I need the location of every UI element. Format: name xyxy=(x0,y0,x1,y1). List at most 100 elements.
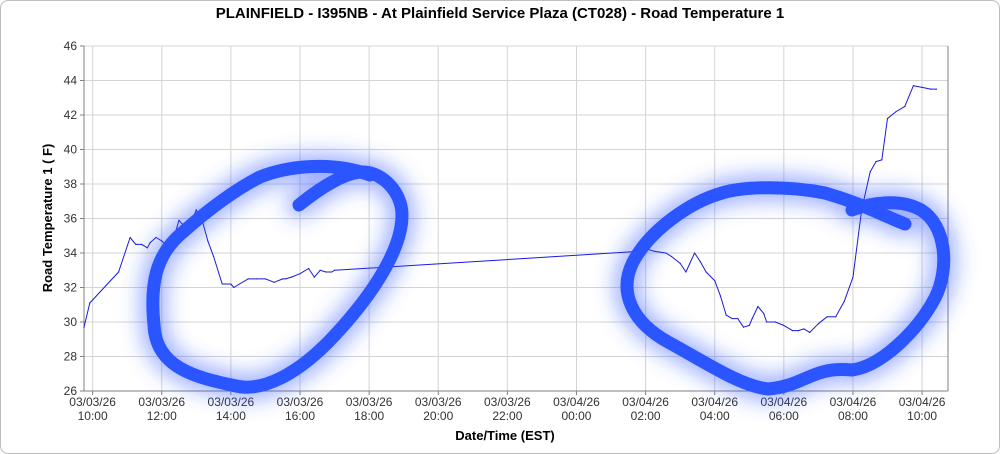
data-point xyxy=(679,262,681,264)
data-point xyxy=(313,276,315,278)
data-point xyxy=(264,278,267,280)
data-point xyxy=(141,243,143,245)
y-axis-label: Road Temperature 1 ( F) xyxy=(40,144,55,293)
data-point xyxy=(319,269,321,271)
data-point xyxy=(748,324,750,327)
data-point xyxy=(282,278,284,280)
data-point xyxy=(665,252,667,254)
x-tick-label-time: 22:00 xyxy=(492,409,522,423)
data-point xyxy=(921,86,923,88)
x-tick-label-time: 06:00 xyxy=(769,409,799,423)
x-tick-label-date: 03/04/26 xyxy=(691,395,738,409)
data-point xyxy=(843,300,845,302)
data-point xyxy=(285,278,287,280)
data-point xyxy=(256,278,258,280)
data-point xyxy=(670,255,673,258)
data-point xyxy=(146,247,148,249)
annotation-circle xyxy=(146,159,409,394)
x-tick-label-date: 03/03/26 xyxy=(138,395,185,409)
data-point xyxy=(904,105,906,107)
data-point xyxy=(247,278,249,280)
x-tick-label-date: 03/03/26 xyxy=(346,395,393,409)
data-point xyxy=(714,280,716,282)
y-tick-label: 40 xyxy=(64,143,78,157)
x-tick-label-time: 16:00 xyxy=(285,409,315,423)
x-tick-label-date: 03/04/26 xyxy=(622,395,669,409)
data-point xyxy=(213,255,215,258)
data-point xyxy=(803,328,805,330)
data-point xyxy=(230,283,232,285)
annotation-circle-glow xyxy=(139,153,415,401)
data-point xyxy=(290,276,292,278)
data-point xyxy=(129,236,131,239)
x-tick-label-time: 18:00 xyxy=(354,409,384,423)
data-point xyxy=(737,317,739,320)
data-point xyxy=(765,321,768,323)
y-tick-label: 44 xyxy=(64,74,78,88)
data-point xyxy=(881,159,883,161)
data-point xyxy=(325,271,327,273)
x-tick-label-time: 12:00 xyxy=(147,409,177,423)
data-point xyxy=(207,240,209,242)
data-point xyxy=(869,171,871,173)
data-point xyxy=(791,330,794,332)
data-point xyxy=(875,160,877,163)
data-point xyxy=(135,243,137,245)
data-point xyxy=(299,273,301,275)
y-tick-label: 34 xyxy=(64,246,78,260)
data-point xyxy=(930,88,932,90)
x-axis-ticks: 03/03/2610:0003/03/2612:0003/03/2614:000… xyxy=(69,391,946,423)
x-tick-label-date: 03/03/26 xyxy=(415,395,462,409)
data-point xyxy=(817,323,820,325)
data-point xyxy=(835,316,837,318)
data-point xyxy=(886,117,889,120)
x-tick-label-time: 00:00 xyxy=(561,409,591,423)
data-point xyxy=(238,283,241,285)
data-point xyxy=(895,110,897,113)
data-point xyxy=(333,269,336,271)
data-point xyxy=(699,261,701,263)
x-tick-label-date: 03/03/26 xyxy=(277,395,324,409)
x-tick-label-time: 14:00 xyxy=(216,409,246,423)
data-point xyxy=(912,85,915,87)
data-point xyxy=(273,281,275,283)
chart-title: PLAINFIELD - I395NB - At Plainfield Serv… xyxy=(216,5,784,22)
data-point xyxy=(331,271,333,273)
x-tick-label-time: 10:00 xyxy=(78,409,108,423)
data-point xyxy=(751,317,753,320)
data-point xyxy=(83,326,85,328)
data-point xyxy=(719,295,722,297)
data-point xyxy=(797,330,799,332)
x-tick-label-date: 03/03/26 xyxy=(69,395,116,409)
data-point xyxy=(852,276,854,278)
data-point xyxy=(693,252,696,254)
x-tick-label-time: 02:00 xyxy=(631,409,661,423)
y-tick-label: 36 xyxy=(64,212,78,226)
data-point xyxy=(221,283,223,285)
data-point xyxy=(149,242,151,244)
y-tick-label: 42 xyxy=(64,108,78,122)
x-tick-label-time: 04:00 xyxy=(700,409,730,423)
x-tick-label-time: 08:00 xyxy=(838,409,868,423)
data-point xyxy=(783,324,785,327)
data-point xyxy=(705,271,707,273)
y-axis-ticks: 26 28 30 32 34 36 38 40 42 44 46 xyxy=(64,39,84,398)
annotation-layer xyxy=(139,153,957,402)
data-point xyxy=(774,321,776,323)
x-tick-label-date: 03/04/26 xyxy=(830,395,877,409)
x-tick-label-time: 10:00 xyxy=(907,409,937,423)
x-axis-label: Date/Time (EST) xyxy=(455,428,554,443)
y-tick-label: 38 xyxy=(64,177,78,191)
data-point xyxy=(731,317,733,320)
y-tick-label: 46 xyxy=(64,39,78,53)
data-point xyxy=(89,302,91,304)
data-point xyxy=(742,326,745,328)
x-tick-label-date: 03/04/26 xyxy=(553,395,600,409)
data-point xyxy=(757,305,759,308)
data-point xyxy=(763,312,765,314)
y-tick-label: 32 xyxy=(64,281,78,295)
data-point xyxy=(809,331,811,333)
data-point xyxy=(233,286,235,289)
data-point xyxy=(725,314,727,316)
x-tick-label-time: 20:00 xyxy=(423,409,453,423)
